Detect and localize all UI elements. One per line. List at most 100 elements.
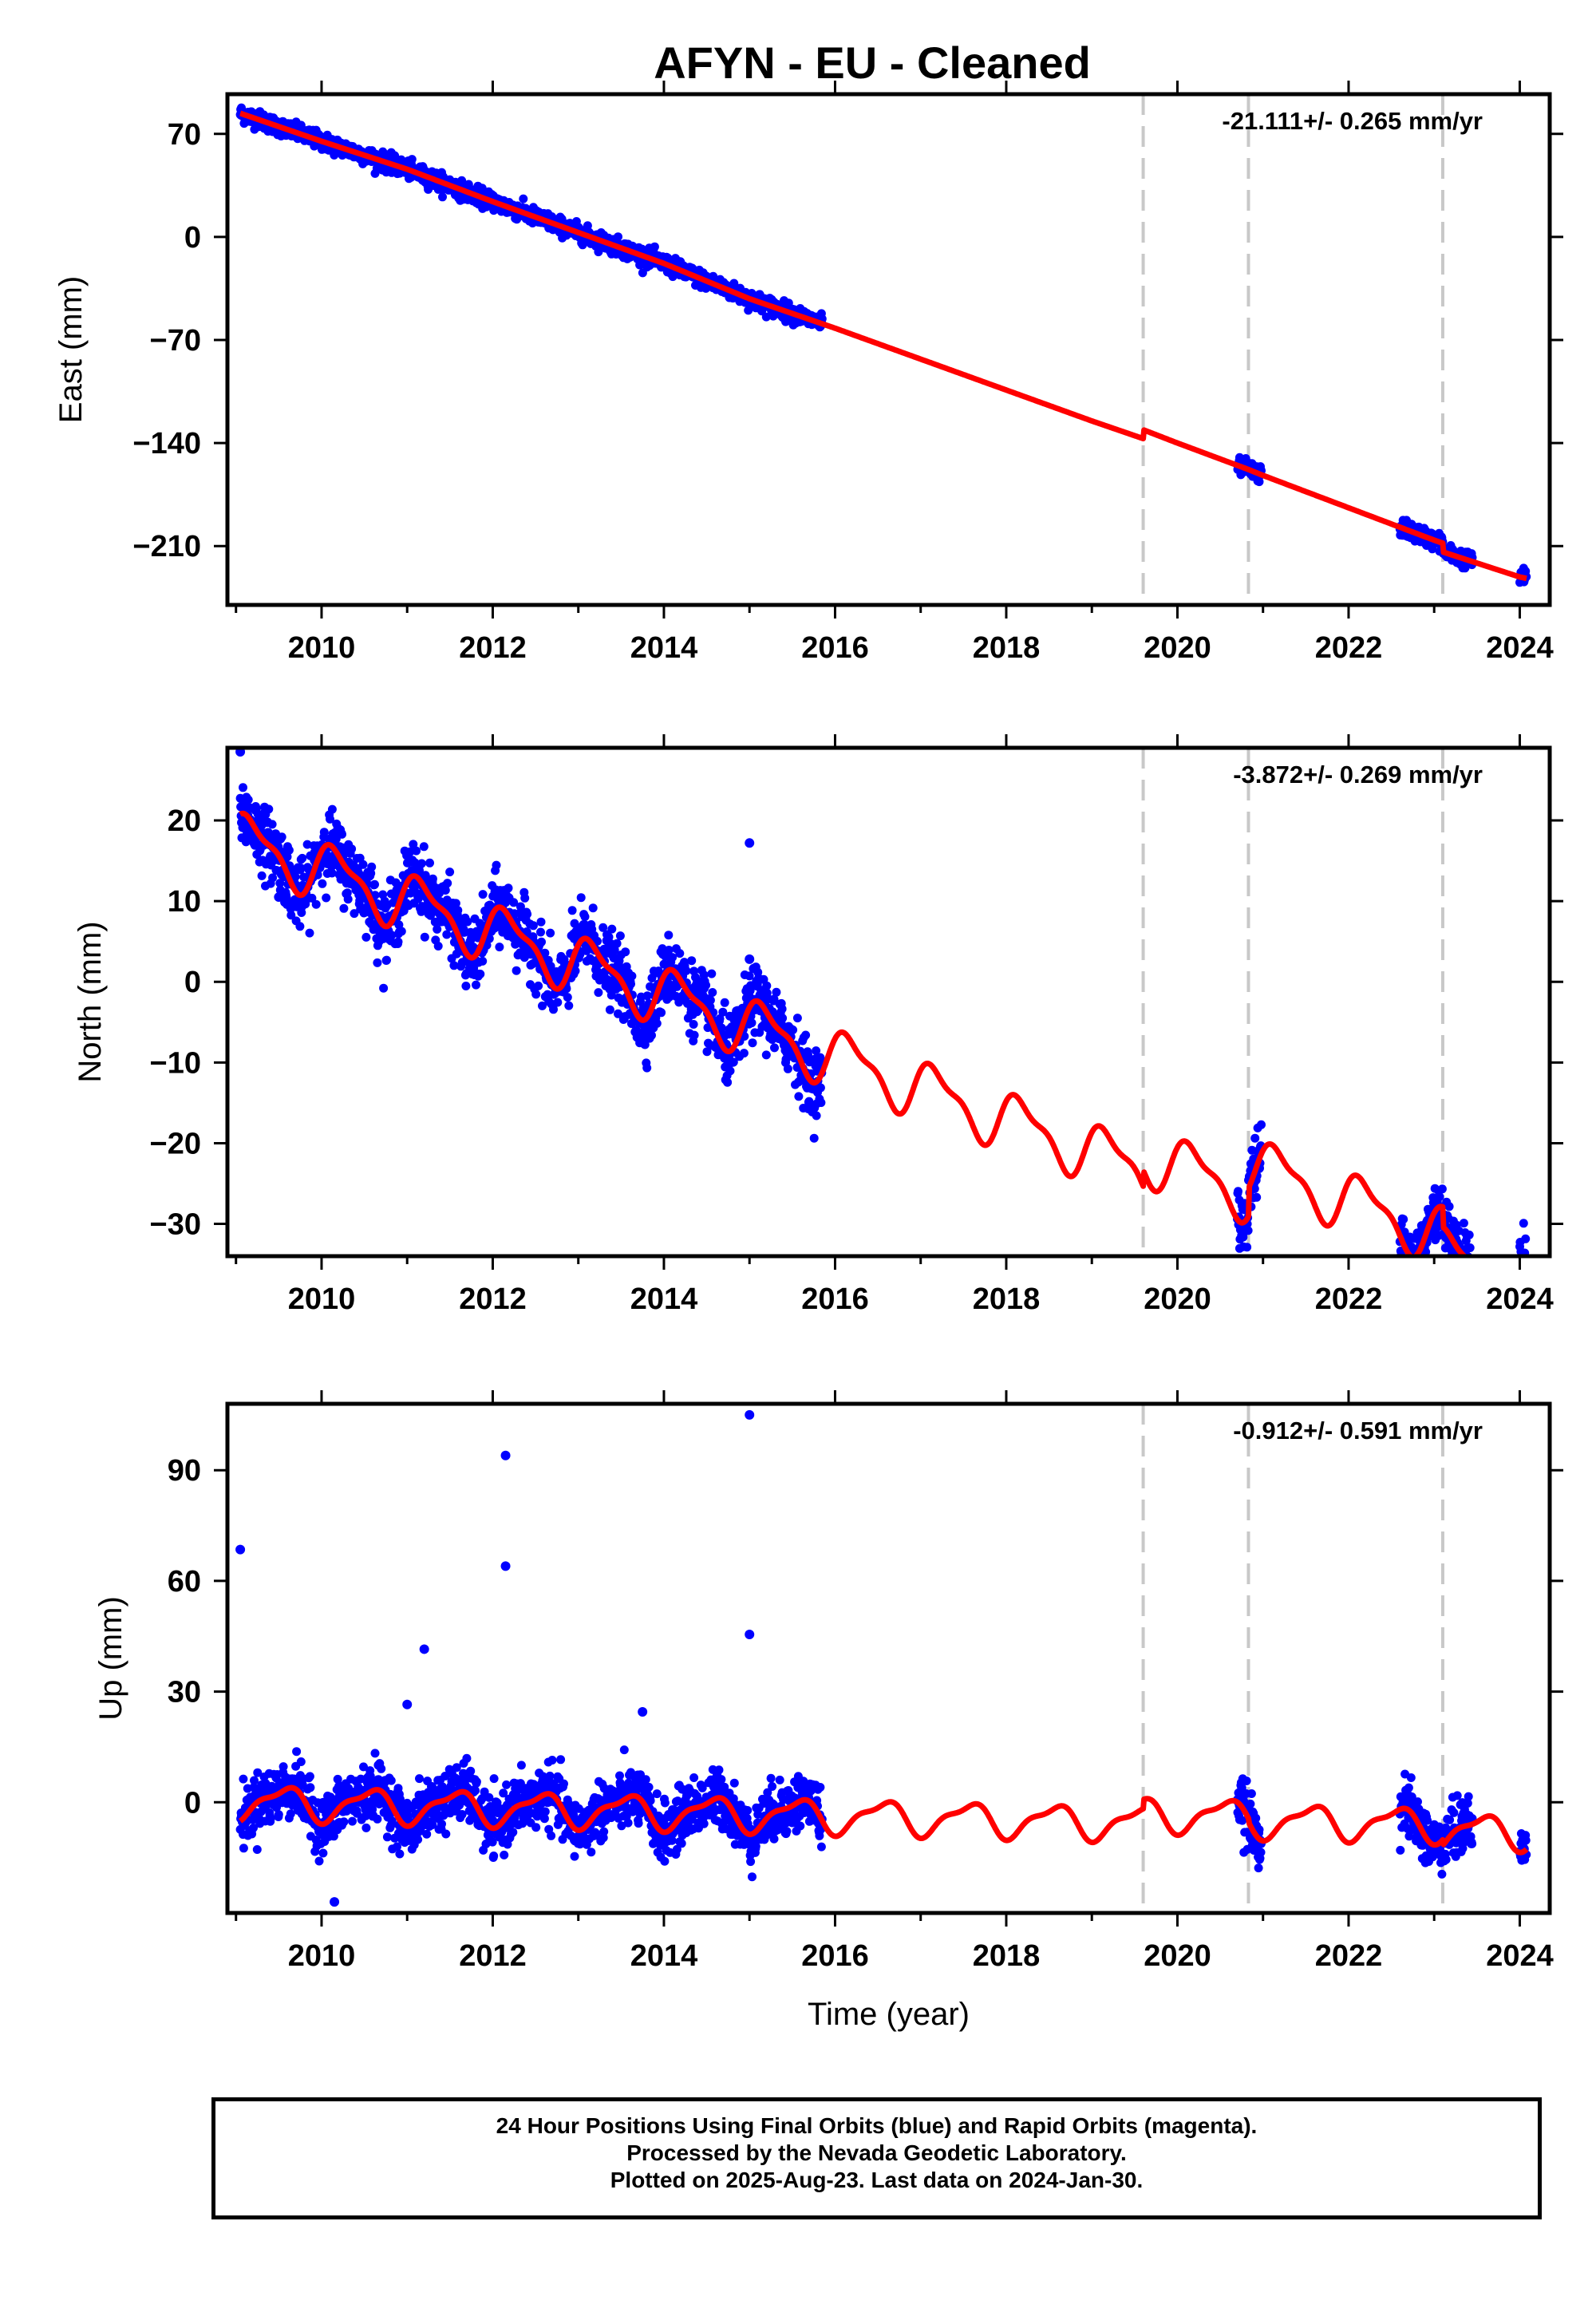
data-point (1406, 1279, 1415, 1287)
data-point (472, 980, 480, 990)
data-point (650, 242, 659, 251)
data-point (1252, 1192, 1262, 1202)
data-point (1411, 1263, 1420, 1271)
data-point (476, 970, 485, 978)
data-point (361, 1823, 371, 1832)
data-point (461, 982, 471, 990)
data-point (1404, 1278, 1412, 1286)
x-tick-label: 2016 (801, 1282, 869, 1316)
data-point (528, 921, 538, 931)
data-point (1435, 1192, 1444, 1201)
data-point (314, 1856, 324, 1866)
data-point (761, 312, 771, 322)
data-point (747, 1018, 757, 1028)
x-tick-label: 2012 (459, 1282, 527, 1316)
data-point (1459, 1219, 1468, 1228)
data-point (652, 1018, 662, 1028)
data-point (607, 924, 617, 934)
data-point (627, 971, 637, 981)
data-point (419, 842, 429, 852)
data-point (318, 879, 327, 888)
data-point (720, 998, 729, 1007)
data-point (413, 1835, 423, 1844)
data-point (489, 1774, 499, 1784)
data-point (1464, 1264, 1472, 1273)
data-point (361, 932, 371, 942)
x-tick-label: 2024 (1486, 631, 1554, 665)
data-point (547, 1756, 557, 1765)
data-point (564, 1001, 574, 1010)
data-point (1521, 1259, 1530, 1268)
figure-title: AFYN - EU - Cleaned (654, 38, 1091, 88)
data-point (540, 1807, 550, 1816)
data-point (471, 1786, 480, 1796)
data-point (370, 1749, 380, 1758)
data-point (267, 820, 277, 829)
data-point (495, 943, 504, 952)
data-point (547, 1831, 556, 1840)
data-point (536, 917, 546, 927)
data-point (366, 868, 376, 878)
data-point (1456, 1266, 1465, 1275)
data-point (462, 1753, 472, 1763)
data-point (478, 956, 488, 966)
data-point (275, 879, 285, 888)
x-tick-label: 2014 (630, 1282, 698, 1316)
data-point (342, 888, 352, 898)
data-point (594, 988, 603, 998)
data-point (717, 1775, 726, 1784)
data-point (545, 1771, 555, 1780)
data-point (687, 956, 697, 966)
data-point (1458, 1286, 1467, 1295)
data-point (725, 1066, 735, 1076)
data-point (489, 1852, 499, 1860)
data-point (286, 911, 296, 920)
data-point (319, 828, 329, 837)
data-point (816, 1098, 826, 1108)
data-point (239, 783, 247, 792)
data-point (382, 955, 391, 965)
data-point (707, 969, 717, 978)
data-point (257, 871, 267, 880)
data-point (1464, 1276, 1472, 1285)
data-point (531, 990, 541, 999)
data-point (519, 194, 528, 204)
data-point (415, 1774, 424, 1784)
data-point (492, 860, 501, 870)
data-point (264, 804, 274, 814)
data-point (641, 1775, 650, 1784)
data-point (305, 928, 314, 938)
data-point (778, 1014, 788, 1023)
y-tick-label: −70 (150, 324, 201, 358)
data-point (1519, 1219, 1528, 1228)
data-point (327, 868, 337, 878)
data-point (318, 1848, 328, 1858)
data-point (442, 930, 452, 939)
data-point (1460, 1282, 1468, 1290)
panel-3: 2010 2012 2014 2016 2018 2020 2022 20249060300U… (93, 1390, 1563, 2032)
data-point (626, 979, 635, 989)
outlier-point (745, 838, 755, 848)
panel-2: 2010 2012 2014 2016 2018 2020 2022 202420100−10… (73, 734, 1563, 1316)
data-point (1521, 1234, 1531, 1243)
y-tick-label: −140 (132, 427, 201, 460)
data-point (1234, 1187, 1242, 1196)
data-point (546, 928, 555, 938)
data-point (576, 893, 586, 903)
data-point (373, 1814, 382, 1824)
data-point (422, 1829, 432, 1839)
data-point (621, 947, 630, 957)
data-point (623, 1818, 633, 1828)
data-point (1468, 1267, 1476, 1276)
data-point (1467, 1260, 1476, 1269)
data-point (1413, 1267, 1422, 1275)
data-point (367, 862, 377, 871)
data-point (1242, 1243, 1252, 1252)
data-point (239, 1844, 248, 1853)
y-tick-label: −10 (150, 1046, 201, 1080)
y-tick-label: 70 (168, 118, 201, 152)
data-point (570, 1852, 579, 1861)
y-tick-label: −30 (150, 1208, 201, 1242)
data-point (1462, 1259, 1471, 1267)
data-point (1412, 1265, 1420, 1274)
